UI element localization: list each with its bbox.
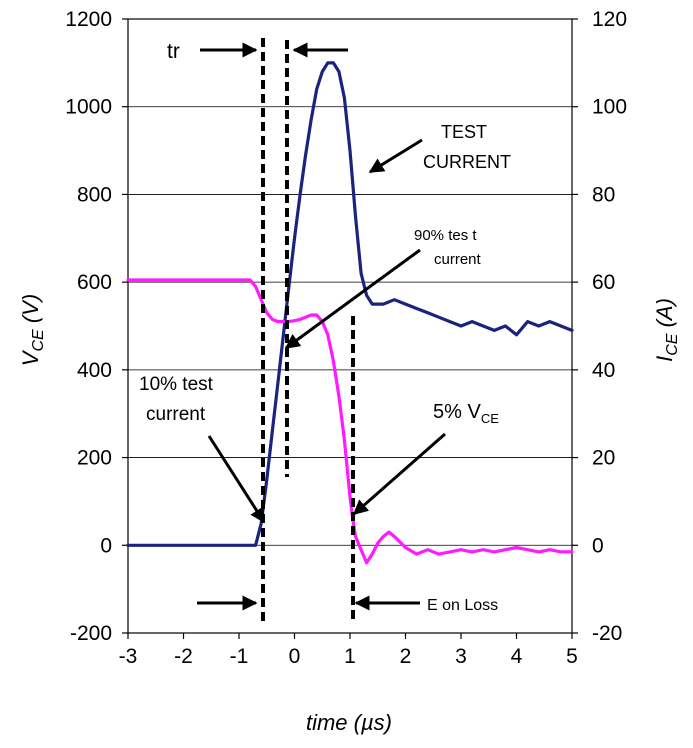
y-left-tick-label: 200 [77, 447, 112, 470]
y-right-tick-label: 20 [592, 447, 615, 470]
annotation-tr: tr [167, 40, 180, 63]
y-left-tick-label: 400 [77, 359, 112, 382]
x-tick-label: -3 [119, 645, 138, 668]
annotation-90pct-line2: current [434, 251, 482, 268]
ninety-pct-arrow [284, 248, 421, 350]
y-left-tick-label: 0 [100, 534, 112, 557]
y-right-tick-label: 100 [592, 96, 627, 119]
y-right-label-sub: CE [664, 333, 681, 356]
annotation-test-current-line1: TEST [441, 122, 487, 142]
y-left-label-unit: (V) [18, 294, 43, 329]
y-right-tick-label: 120 [592, 8, 627, 31]
y-left-label-v: V [18, 349, 43, 366]
annotation-5pct-vce: 5% VCE [433, 401, 499, 426]
x-tick-label: 5 [566, 645, 578, 668]
annotation-5pct-vce-prefix: 5% V [433, 401, 481, 423]
y-left-tick-label: 600 [77, 271, 112, 294]
y-left-tick-label: 1000 [65, 96, 112, 119]
y-right-tick-label: 40 [592, 359, 615, 382]
series [126, 61, 574, 565]
y-right-label-unit: (A) [652, 298, 677, 333]
annotation-10pct-line1: 10% test [139, 374, 214, 395]
x-tick-label: 3 [455, 645, 467, 668]
x-tick-label: 1 [344, 645, 356, 668]
y-axis-left-label: VCE (V) [18, 294, 47, 366]
ten-pct-arrow [207, 435, 266, 524]
y-right-tick-label: 0 [592, 534, 604, 557]
annotation-10pct-line2: current [146, 404, 206, 425]
marker-lines [261, 38, 355, 621]
y-right-tick-label: 80 [592, 183, 615, 206]
y-right-tick-label: -20 [592, 622, 622, 645]
y-left-tick-label: -200 [70, 622, 112, 645]
x-axis-label: time (µs) [306, 710, 392, 735]
y-left-tick-label: 1200 [65, 8, 112, 31]
y-left-label-sub: CE [30, 329, 47, 352]
x-tick-label: -1 [230, 645, 249, 668]
y-axis-right-label: ICE (A) [652, 298, 681, 362]
annotation-eon-loss: E on Loss [427, 597, 498, 614]
ice-current-line [126, 61, 574, 547]
x-tick-label: 4 [511, 645, 523, 668]
test-current-arrow [368, 138, 423, 174]
x-tick-label: 2 [400, 645, 412, 668]
annotation-90pct-line1: 90% tes t [414, 227, 477, 244]
y-left-tick-label: 800 [77, 183, 112, 206]
x-tick-label: 0 [289, 645, 301, 668]
annotation-5pct-vce-sub: CE [481, 411, 499, 426]
tick-labels: -200020040060080010001200-20020406080100… [65, 8, 627, 668]
annotation-test-current-line2: CURRENT [423, 152, 511, 172]
x-tick-label: -2 [174, 645, 193, 668]
five-pct-vce-arrow [352, 432, 446, 516]
y-right-label-i: I [652, 356, 677, 362]
y-right-tick-label: 60 [592, 271, 615, 294]
